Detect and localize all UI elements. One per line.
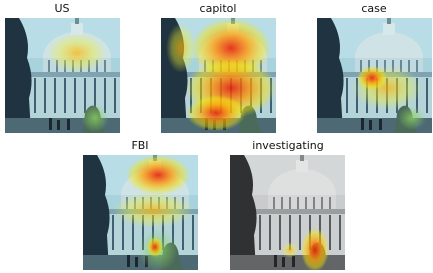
figure: US capitol case FBI investigating	[0, 0, 433, 273]
heatmap-image	[230, 155, 345, 272]
heatmap-image	[161, 18, 276, 133]
panel-title: capitol	[200, 2, 237, 15]
panel-title: investigating	[252, 139, 323, 152]
panel-title: FBI	[131, 139, 148, 152]
heatmap-image	[317, 18, 432, 133]
page: US capitol case FBI investigating (() =>…	[0, 0, 433, 273]
panel-title: case	[361, 2, 387, 15]
heatmap-image	[83, 155, 198, 272]
heatmap-image	[5, 18, 120, 133]
panel-title: US	[54, 2, 69, 15]
